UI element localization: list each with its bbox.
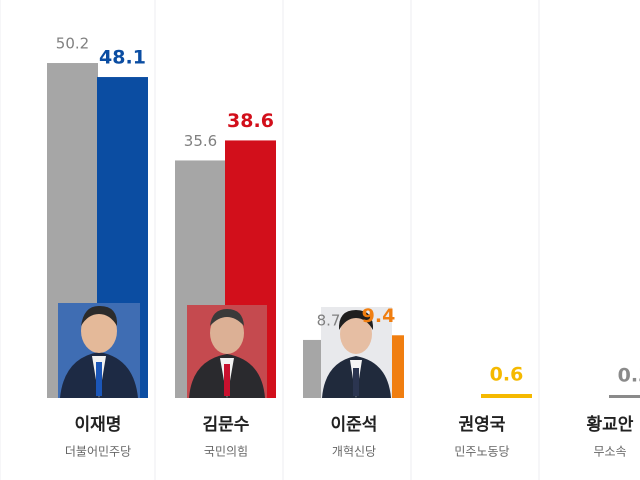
party-name: 국민의힘 — [204, 445, 248, 459]
candidate-name: 이재명 — [75, 415, 122, 435]
photo — [187, 305, 267, 398]
value-label: 0.3 — [618, 365, 640, 387]
candidate-name: 황교안 — [587, 415, 634, 435]
party-name: 민주노동당 — [454, 445, 509, 459]
separators — [0, 0, 540, 480]
bar — [481, 393, 532, 398]
candidate-name: 김문수 — [203, 415, 250, 435]
value-label: 9.4 — [362, 305, 396, 327]
value-label: 50.2 — [56, 35, 89, 53]
bar — [609, 395, 640, 398]
photo — [58, 303, 140, 398]
value-label: 8.7 — [317, 311, 341, 329]
party-name: 더불어민주당 — [65, 445, 131, 459]
value-label: 38.6 — [227, 110, 274, 132]
party-name: 무소속 — [593, 445, 626, 459]
party-name: 개혁신당 — [332, 445, 376, 459]
value-label: 35.6 — [184, 132, 217, 150]
photo — [321, 307, 392, 398]
candidate-name: 이준석 — [331, 415, 378, 435]
value-label: 48.1 — [99, 47, 146, 69]
candidate-name: 권영국 — [459, 415, 506, 435]
value-label: 0.6 — [490, 363, 524, 385]
candidate-photos — [58, 303, 392, 398]
